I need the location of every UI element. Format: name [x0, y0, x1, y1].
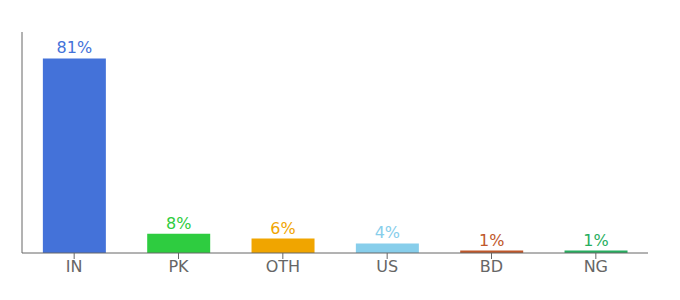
svg-text:81%: 81% — [57, 38, 93, 57]
svg-text:OTH: OTH — [266, 257, 300, 276]
svg-text:BD: BD — [480, 257, 503, 276]
svg-text:IN: IN — [66, 257, 83, 276]
svg-text:1%: 1% — [583, 231, 608, 250]
svg-text:PK: PK — [168, 257, 189, 276]
svg-text:8%: 8% — [166, 214, 191, 233]
svg-text:NG: NG — [584, 257, 608, 276]
svg-text:4%: 4% — [375, 223, 400, 242]
svg-text:US: US — [376, 257, 398, 276]
svg-text:1%: 1% — [479, 231, 504, 250]
svg-text:6%: 6% — [270, 219, 295, 238]
